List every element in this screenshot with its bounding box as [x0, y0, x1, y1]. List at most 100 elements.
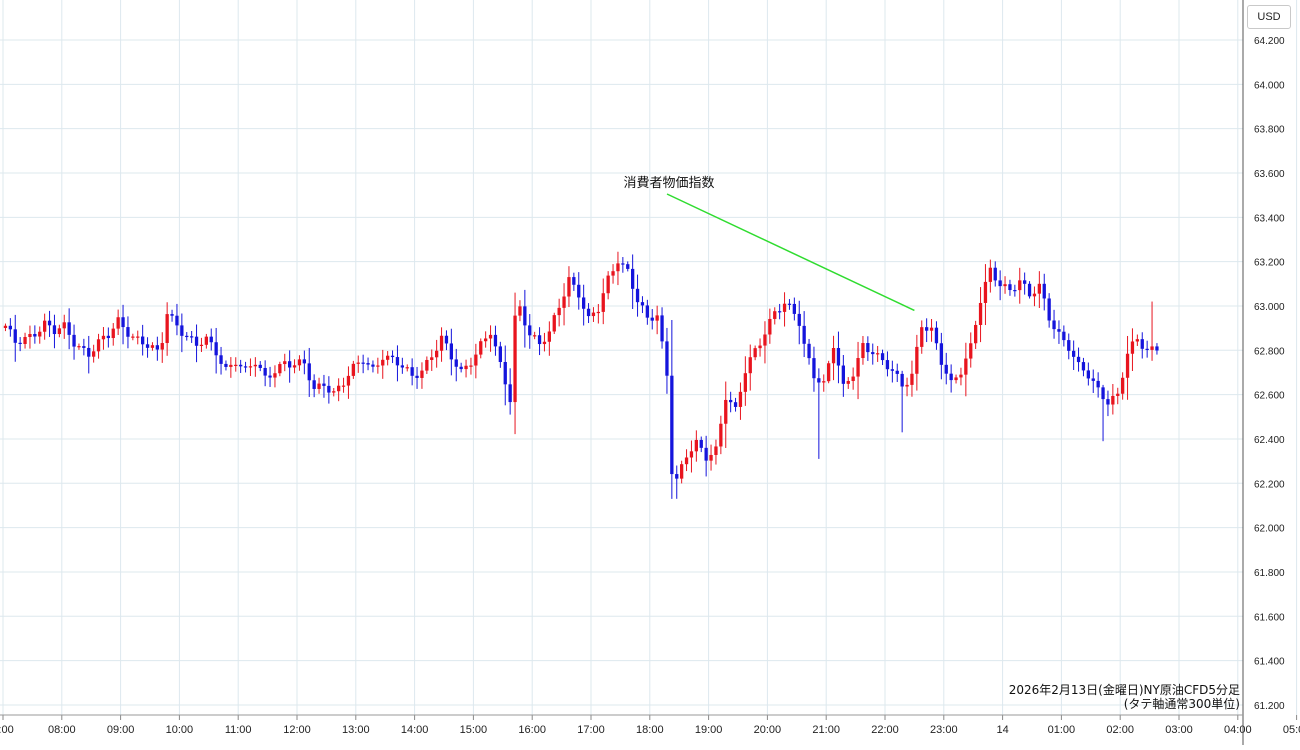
candle-body	[243, 366, 248, 368]
candle-body	[993, 267, 997, 281]
x-tick-label: 14:00	[401, 724, 429, 736]
candle-body	[131, 336, 135, 338]
candle-body	[366, 363, 370, 365]
candle-body	[1130, 341, 1135, 354]
candle-body	[253, 364, 257, 367]
candle-body	[890, 369, 894, 371]
candle-body	[827, 363, 831, 382]
candle-body	[640, 302, 645, 306]
candle-body	[626, 264, 630, 269]
candle-body	[302, 359, 306, 364]
candle-body	[371, 364, 375, 367]
candle-body	[1062, 331, 1066, 341]
candle-body	[479, 341, 483, 355]
candle-body	[1018, 280, 1022, 291]
candle-body	[52, 325, 57, 335]
x-tick-label: 10:00	[166, 724, 194, 736]
y-tick-label: 64.000	[1254, 80, 1285, 91]
candle-body	[435, 350, 439, 358]
candle-body	[787, 303, 792, 305]
candle-body	[792, 303, 796, 314]
y-tick-label: 62.800	[1254, 346, 1285, 357]
candle-body	[248, 366, 253, 368]
candle-body	[611, 271, 615, 276]
annotation-pointer-line	[666, 193, 915, 312]
candle-body	[341, 385, 346, 387]
candle-body	[915, 346, 919, 374]
candle-body	[944, 364, 948, 374]
candle-body	[33, 333, 37, 337]
candle-body	[655, 315, 659, 321]
candle-body	[709, 454, 713, 461]
candle-body	[1086, 370, 1090, 379]
candle-body	[234, 364, 238, 367]
candle-body	[1042, 283, 1046, 299]
candle-body	[939, 343, 943, 365]
candle-body	[841, 365, 845, 384]
candle-body	[616, 263, 620, 272]
candle-body	[866, 343, 870, 353]
x-tick-label: 21:00	[812, 724, 840, 736]
currency-unit-badge[interactable]: USD	[1247, 5, 1291, 29]
candle-body	[199, 344, 204, 346]
candle-body	[508, 384, 512, 403]
candle-body	[920, 327, 924, 347]
candle-body	[307, 363, 311, 381]
candle-body	[1037, 283, 1041, 294]
candle-body	[1111, 395, 1115, 405]
candle-body	[680, 464, 684, 479]
candle-body	[1076, 356, 1081, 363]
candle-body	[92, 351, 96, 357]
candle-body	[969, 343, 973, 359]
caption-line-1: 2026年2月13日(金曜日)NY原油CFD5分足	[1008, 683, 1240, 697]
candle-body	[484, 338, 488, 342]
candle-body	[719, 423, 723, 447]
candle-body	[47, 320, 52, 326]
candle-body	[420, 370, 424, 378]
x-tick-label: 02:00	[1106, 724, 1134, 736]
candle-body	[464, 365, 468, 370]
y-tick-label: 62.600	[1254, 391, 1285, 402]
candle-body	[684, 457, 689, 465]
candle-body	[317, 383, 321, 389]
candle-body	[876, 353, 880, 355]
candle-body	[150, 345, 155, 348]
x-tick-label: 20:00	[754, 724, 782, 736]
x-tick-label: 15:00	[460, 724, 488, 736]
candle-body	[23, 337, 27, 344]
candle-body	[57, 328, 61, 335]
candle-body	[13, 329, 17, 343]
candle-body	[312, 380, 316, 389]
candle-body	[77, 346, 81, 348]
candle-body	[204, 336, 208, 345]
candle-body	[430, 357, 434, 360]
candle-body	[332, 391, 336, 393]
candle-body	[493, 334, 498, 347]
candle-body	[239, 364, 243, 367]
candle-body	[155, 345, 159, 350]
candle-body	[900, 373, 904, 387]
candle-body	[807, 343, 811, 359]
candle-body	[28, 333, 32, 338]
candle-body	[1121, 377, 1125, 394]
candle-body	[758, 345, 762, 349]
candle-body	[72, 334, 76, 347]
candle-body	[959, 374, 963, 378]
y-tick-label: 61.400	[1254, 657, 1285, 668]
x-tick-label: 03:00	[1165, 724, 1193, 736]
candle-body	[974, 324, 978, 344]
candle-body	[582, 297, 586, 309]
x-tick-label: 5:00	[0, 724, 14, 736]
candle-body	[322, 383, 326, 386]
candle-body	[978, 302, 983, 325]
candle-body	[895, 370, 899, 374]
candle-body	[283, 361, 287, 365]
candle-body	[929, 327, 934, 331]
candle-body	[390, 355, 395, 358]
x-tick-label: 01:00	[1048, 724, 1076, 736]
x-tick-label: 12:00	[283, 724, 311, 736]
candle-body	[763, 334, 767, 346]
